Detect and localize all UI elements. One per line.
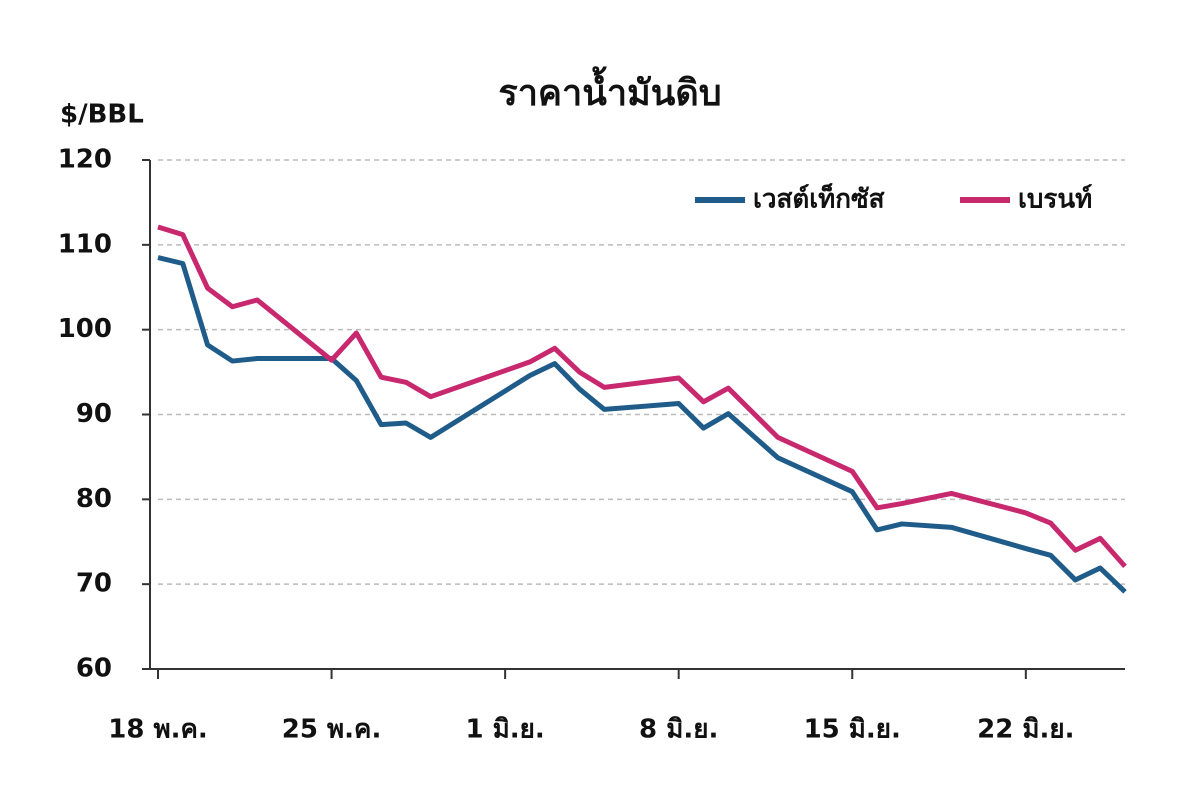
x-tick-label: 25 พ.ค. (282, 715, 382, 745)
x-tick-label: 1 มิ.ย. (465, 715, 544, 745)
y-tick-label: 90 (76, 399, 112, 429)
y-tick-label: 60 (76, 654, 112, 684)
y-tick-label: 70 (76, 569, 112, 599)
legend-label: เวสต์เท็กซัส (753, 183, 885, 215)
legend-label: เบรนท์ (1018, 184, 1092, 215)
x-tick-label: 22 มิ.ย. (977, 715, 1074, 745)
y-tick-label: 100 (58, 314, 112, 344)
series-line (157, 224, 1127, 569)
chart-title: ราคาน้ำมันดิบ (498, 66, 721, 114)
y-tick-label: 120 (58, 145, 112, 175)
series-line (157, 255, 1127, 594)
x-tick-label: 18 พ.ค. (108, 715, 208, 745)
x-tick-label: 8 มิ.ย. (639, 715, 718, 745)
y-axis-label: $/BBL (60, 100, 144, 130)
x-tick-label: 15 มิ.ย. (804, 715, 901, 745)
y-tick-label: 80 (76, 484, 112, 514)
y-tick-label: 110 (58, 229, 112, 259)
